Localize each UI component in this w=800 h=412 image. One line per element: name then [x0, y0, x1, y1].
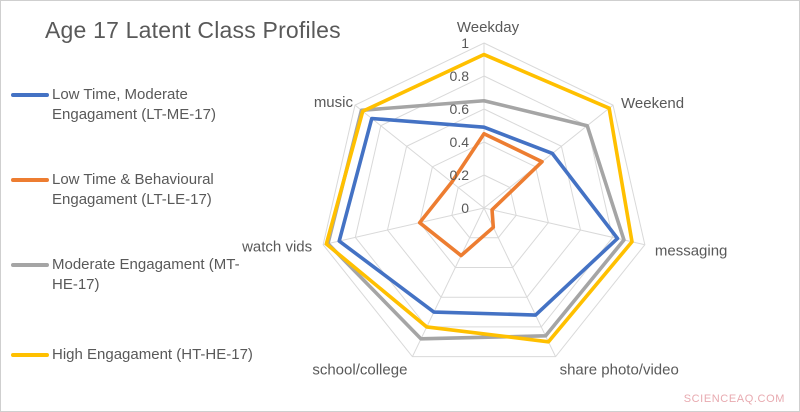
series-line	[337, 116, 620, 317]
legend-label: Low Time & Behavioural Engagament (LT-LE…	[52, 171, 214, 208]
legend-item-ht-he-17: High Engagament (HT-HE-17)	[11, 345, 272, 365]
radial-tick-label: 0.4	[450, 134, 470, 150]
chart-title: Age 17 Latent Class Profiles	[45, 17, 341, 43]
legend-swatch-orange-line	[11, 178, 49, 182]
grid-ring	[386, 108, 582, 298]
grid-spoke	[323, 207, 485, 246]
radial-tick-label: 1	[461, 35, 469, 51]
legend-item-mt-he-17: Moderate Engagament (MT-HE-17)	[11, 255, 264, 295]
radial-tick-label: 0.2	[450, 167, 470, 183]
grid-spoke	[411, 207, 485, 357]
radial-tick-label: 0.6	[450, 101, 470, 117]
axis-label-messaging: messaging	[655, 243, 728, 260]
axis-label-school-college: school/college	[312, 362, 407, 379]
legend-item-lt-le-17: Low Time & Behavioural Engagament (LT-LE…	[11, 170, 252, 210]
grid-spoke	[483, 207, 557, 357]
legend-label: Moderate Engagament (MT-HE-17)	[52, 256, 240, 293]
series-line	[417, 131, 544, 258]
legend-swatch-yellow-line	[11, 353, 49, 357]
grid-ring	[322, 42, 646, 358]
axis-label-watch-vids: watch vids	[241, 239, 312, 256]
grid-ring	[419, 141, 549, 268]
legend-swatch-gray-line	[11, 263, 49, 267]
axis-label-weekday: Weekday	[457, 19, 520, 36]
legend-label: Low Time, Moderate Engagament (LT-ME-17)	[52, 86, 216, 123]
legend-label: High Engagament (HT-HE-17)	[52, 346, 253, 363]
axis-label-weekend: Weekend	[621, 95, 684, 112]
grid-spoke	[483, 104, 614, 209]
grid-spoke	[354, 104, 485, 209]
watermark: SCIENCEAQ.COM	[683, 393, 785, 405]
series-line	[324, 52, 634, 344]
axis-label-share-photo-video: share photo/video	[560, 362, 679, 379]
legend-swatch-blue-line	[11, 93, 49, 97]
radial-tick-label: 0.8	[450, 68, 470, 84]
axis-label-music: music	[314, 94, 354, 111]
legend-item-lt-me-17: Low Time, Moderate Engagament (LT-ME-17)	[11, 85, 252, 125]
radial-tick-label: 0	[461, 200, 469, 216]
